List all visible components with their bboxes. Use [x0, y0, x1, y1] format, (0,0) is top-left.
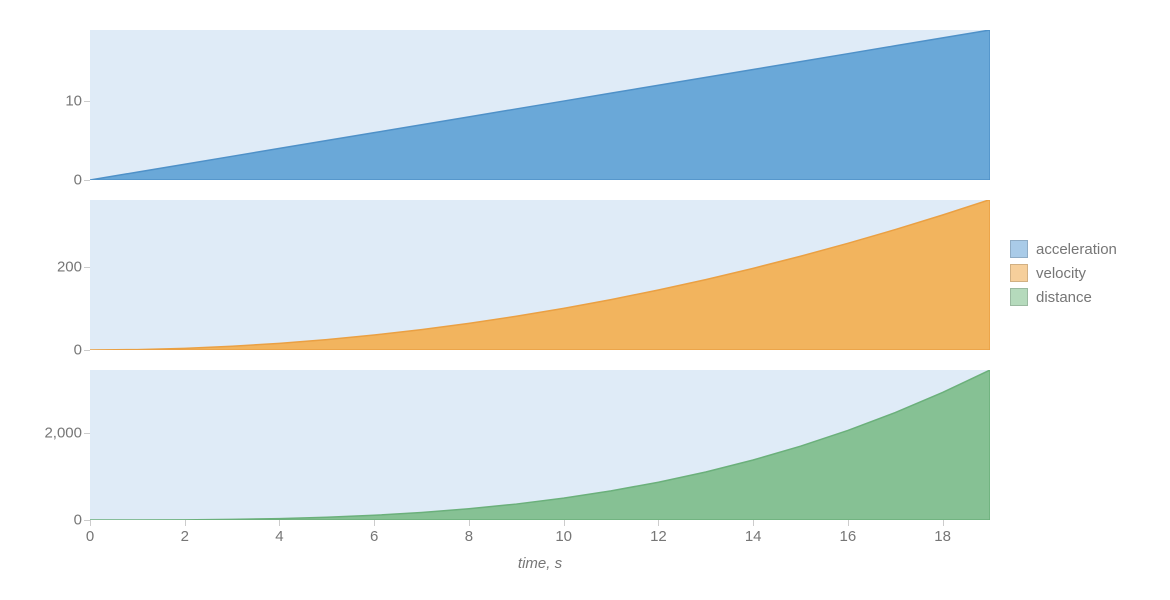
legend-label: distance	[1036, 289, 1092, 306]
xtick-label: 12	[650, 520, 667, 545]
xtick-label: 6	[370, 520, 378, 545]
panel-distance: 02,000024681012141618	[90, 370, 990, 520]
xtick-label: 4	[275, 520, 283, 545]
legend-swatch-icon	[1010, 288, 1028, 306]
legend-swatch-icon	[1010, 264, 1028, 282]
x-axis-label: time, s	[90, 555, 990, 572]
panel-velocity: 0200	[90, 200, 990, 350]
ytick-label: 2,000	[44, 424, 90, 441]
legend-item-acceleration[interactable]: acceleration	[1010, 240, 1160, 258]
legend-item-distance[interactable]: distance	[1010, 288, 1160, 306]
xtick-label: 14	[745, 520, 762, 545]
legend-item-velocity[interactable]: velocity	[1010, 264, 1160, 282]
xtick-label: 8	[465, 520, 473, 545]
xtick-label: 16	[840, 520, 857, 545]
legend-swatch-icon	[1010, 240, 1028, 258]
ytick-label: 10	[65, 93, 90, 110]
xtick-label: 0	[86, 520, 94, 545]
ytick-label: 0	[74, 342, 90, 359]
legend: acceleration velocity distance	[1010, 234, 1160, 312]
area-acceleration	[90, 30, 990, 180]
xtick-label: 18	[934, 520, 951, 545]
ytick-label: 200	[57, 258, 90, 275]
ytick-label: 0	[74, 172, 90, 189]
xtick-label: 2	[181, 520, 189, 545]
area-distance	[90, 370, 990, 520]
xtick-label: 10	[555, 520, 572, 545]
legend-label: acceleration	[1036, 241, 1117, 258]
legend-label: velocity	[1036, 265, 1086, 282]
panel-acceleration: 010	[90, 30, 990, 180]
area-velocity	[90, 200, 990, 350]
chart-container: 010020002,000024681012141618time, saccel…	[0, 0, 1170, 600]
